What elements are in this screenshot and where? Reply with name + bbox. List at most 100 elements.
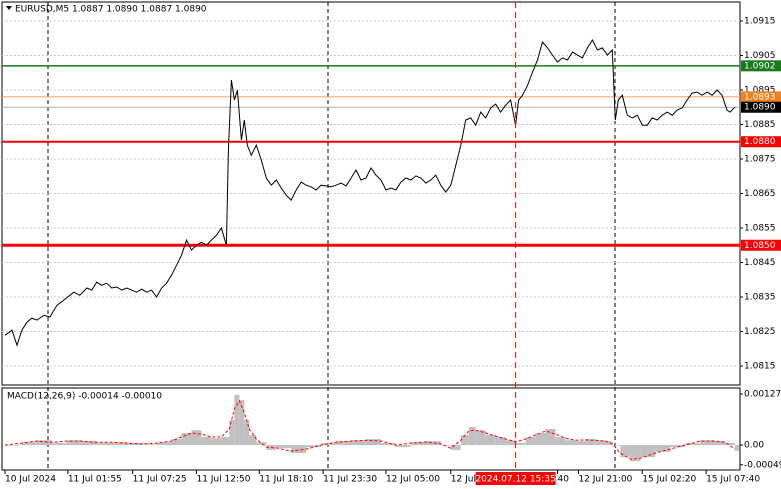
macd-bar: [515, 443, 526, 446]
macd-bar: [141, 444, 157, 446]
macd-bar: [171, 439, 182, 446]
macd-bar: [735, 445, 740, 451]
macd-bar: [630, 445, 641, 462]
macd-bar: [244, 420, 250, 446]
macd-bar: [21, 442, 37, 446]
macd-bar: [700, 440, 716, 446]
y-tick-label: 1.0895: [744, 85, 776, 95]
y-tick-label: 1.0885: [744, 120, 776, 130]
symbol-icon: [6, 6, 12, 10]
macd-bar: [66, 440, 82, 446]
macd-bar: [51, 443, 67, 446]
price-level-box: [741, 239, 781, 251]
macd-bar: [291, 445, 307, 454]
price-level-label: 1.0893: [744, 92, 776, 102]
macd-bar: [366, 439, 381, 446]
macd-bar: [191, 430, 202, 446]
y-tick-label: 1.0845: [744, 258, 776, 268]
macd-bar: [239, 400, 245, 446]
x-tick-label: 12 Jul 05:00: [386, 475, 440, 485]
macd-bar: [685, 443, 701, 446]
x-tick-label: 11 Jul 12:50: [196, 475, 250, 485]
macd-frame: [1, 387, 741, 471]
macd-bar: [640, 445, 656, 458]
macd-bar: [201, 437, 212, 446]
macd-bar: [221, 437, 230, 446]
macd-bar: [655, 445, 671, 452]
macd-bar: [535, 433, 546, 446]
macd-bar: [715, 441, 726, 446]
x-tick-label: 15 Jul 07:40: [706, 475, 760, 485]
macd-bar: [229, 420, 235, 446]
macd-bar: [126, 443, 142, 446]
y-tick-label: 1.0865: [744, 189, 776, 199]
macd-bar: [234, 394, 240, 446]
y-tick-label: 1.0815: [744, 362, 776, 372]
price-line: [4, 38, 736, 347]
y-tick-label: 1.0905: [744, 51, 776, 61]
macd-bar: [545, 429, 556, 446]
chart-title: EURUSD,M5 1.0887 1.0890 1.0887 1.0890: [15, 5, 207, 15]
macd-bar: [575, 441, 586, 446]
y-tick-label: -0.00049: [744, 460, 781, 470]
y-tick-label: 0.00127: [744, 390, 781, 400]
macd-bar: [485, 435, 496, 446]
macd-bar: [612, 445, 621, 446]
y-tick-label: 1.0855: [744, 224, 776, 234]
macd-bar: [725, 443, 736, 446]
y-tick-label: 1.0915: [744, 16, 776, 26]
cursor-label: 2024.07.12 15:35: [475, 475, 555, 485]
price-level-label: 1.0902: [744, 61, 776, 71]
day-separators: [47, 2, 616, 470]
macd-bar: [495, 437, 506, 446]
price-level-label: 1.0850: [744, 241, 776, 251]
macd-bar: [36, 440, 52, 446]
x-tick-label: 11 Jul 07:25: [133, 475, 187, 485]
x-tick-label: 11 Jul 01:55: [68, 475, 122, 485]
macd-bar: [181, 433, 192, 446]
price-level-label: 1.0890: [744, 103, 776, 113]
macd-bar: [211, 438, 222, 446]
macd-bar: [475, 430, 486, 446]
y-tick-label: 0.00: [744, 441, 764, 451]
macd-bar: [249, 435, 257, 446]
y-tick-label: 1.0875: [744, 154, 776, 164]
macd-bar: [605, 441, 613, 446]
x-tick-label: 10 Jul 2024: [5, 475, 56, 485]
macd-bar: [410, 442, 426, 446]
price-level-box: [741, 101, 781, 113]
macd-bar: [380, 443, 396, 446]
macd-bar: [565, 440, 576, 446]
macd-bar: [440, 445, 451, 446]
price-level-label: 1.0880: [744, 137, 776, 147]
macd-bar: [585, 439, 596, 446]
macd-bar: [306, 445, 322, 448]
y-tick-label: 1.0825: [744, 327, 776, 337]
x-tick-label: 40: [557, 475, 569, 485]
price-level-box: [741, 136, 781, 148]
y-tick-label: 1.0835: [744, 293, 776, 303]
macd-bar: [525, 437, 536, 446]
x-tick-label: 15 Jul 02:20: [642, 475, 696, 485]
x-tick-label: 11 Jul 23:30: [323, 475, 377, 485]
macd-bar: [555, 437, 566, 446]
macd-bar: [4, 445, 22, 446]
macd-bar: [460, 435, 469, 446]
macd-bar: [351, 440, 367, 446]
macd-bar: [670, 445, 686, 448]
macd-bar: [276, 445, 292, 448]
macd-bar: [156, 442, 172, 446]
macd-bar: [81, 441, 97, 446]
x-tick-label: 12 Jul 21:00: [578, 475, 632, 485]
macd-bar: [111, 442, 127, 446]
macd-bar: [336, 441, 352, 446]
cursor-label-box: [475, 472, 556, 485]
macd-bar: [595, 440, 606, 446]
x-tick-label: 11 Jul 18:10: [259, 475, 313, 485]
macd-bar: [96, 443, 112, 446]
macd-bar: [256, 442, 267, 446]
macd-bar: [505, 440, 516, 446]
macd-title: MACD(12,26,9) -0.00014 -0.00010: [7, 392, 162, 402]
price-level-box: [741, 91, 781, 103]
